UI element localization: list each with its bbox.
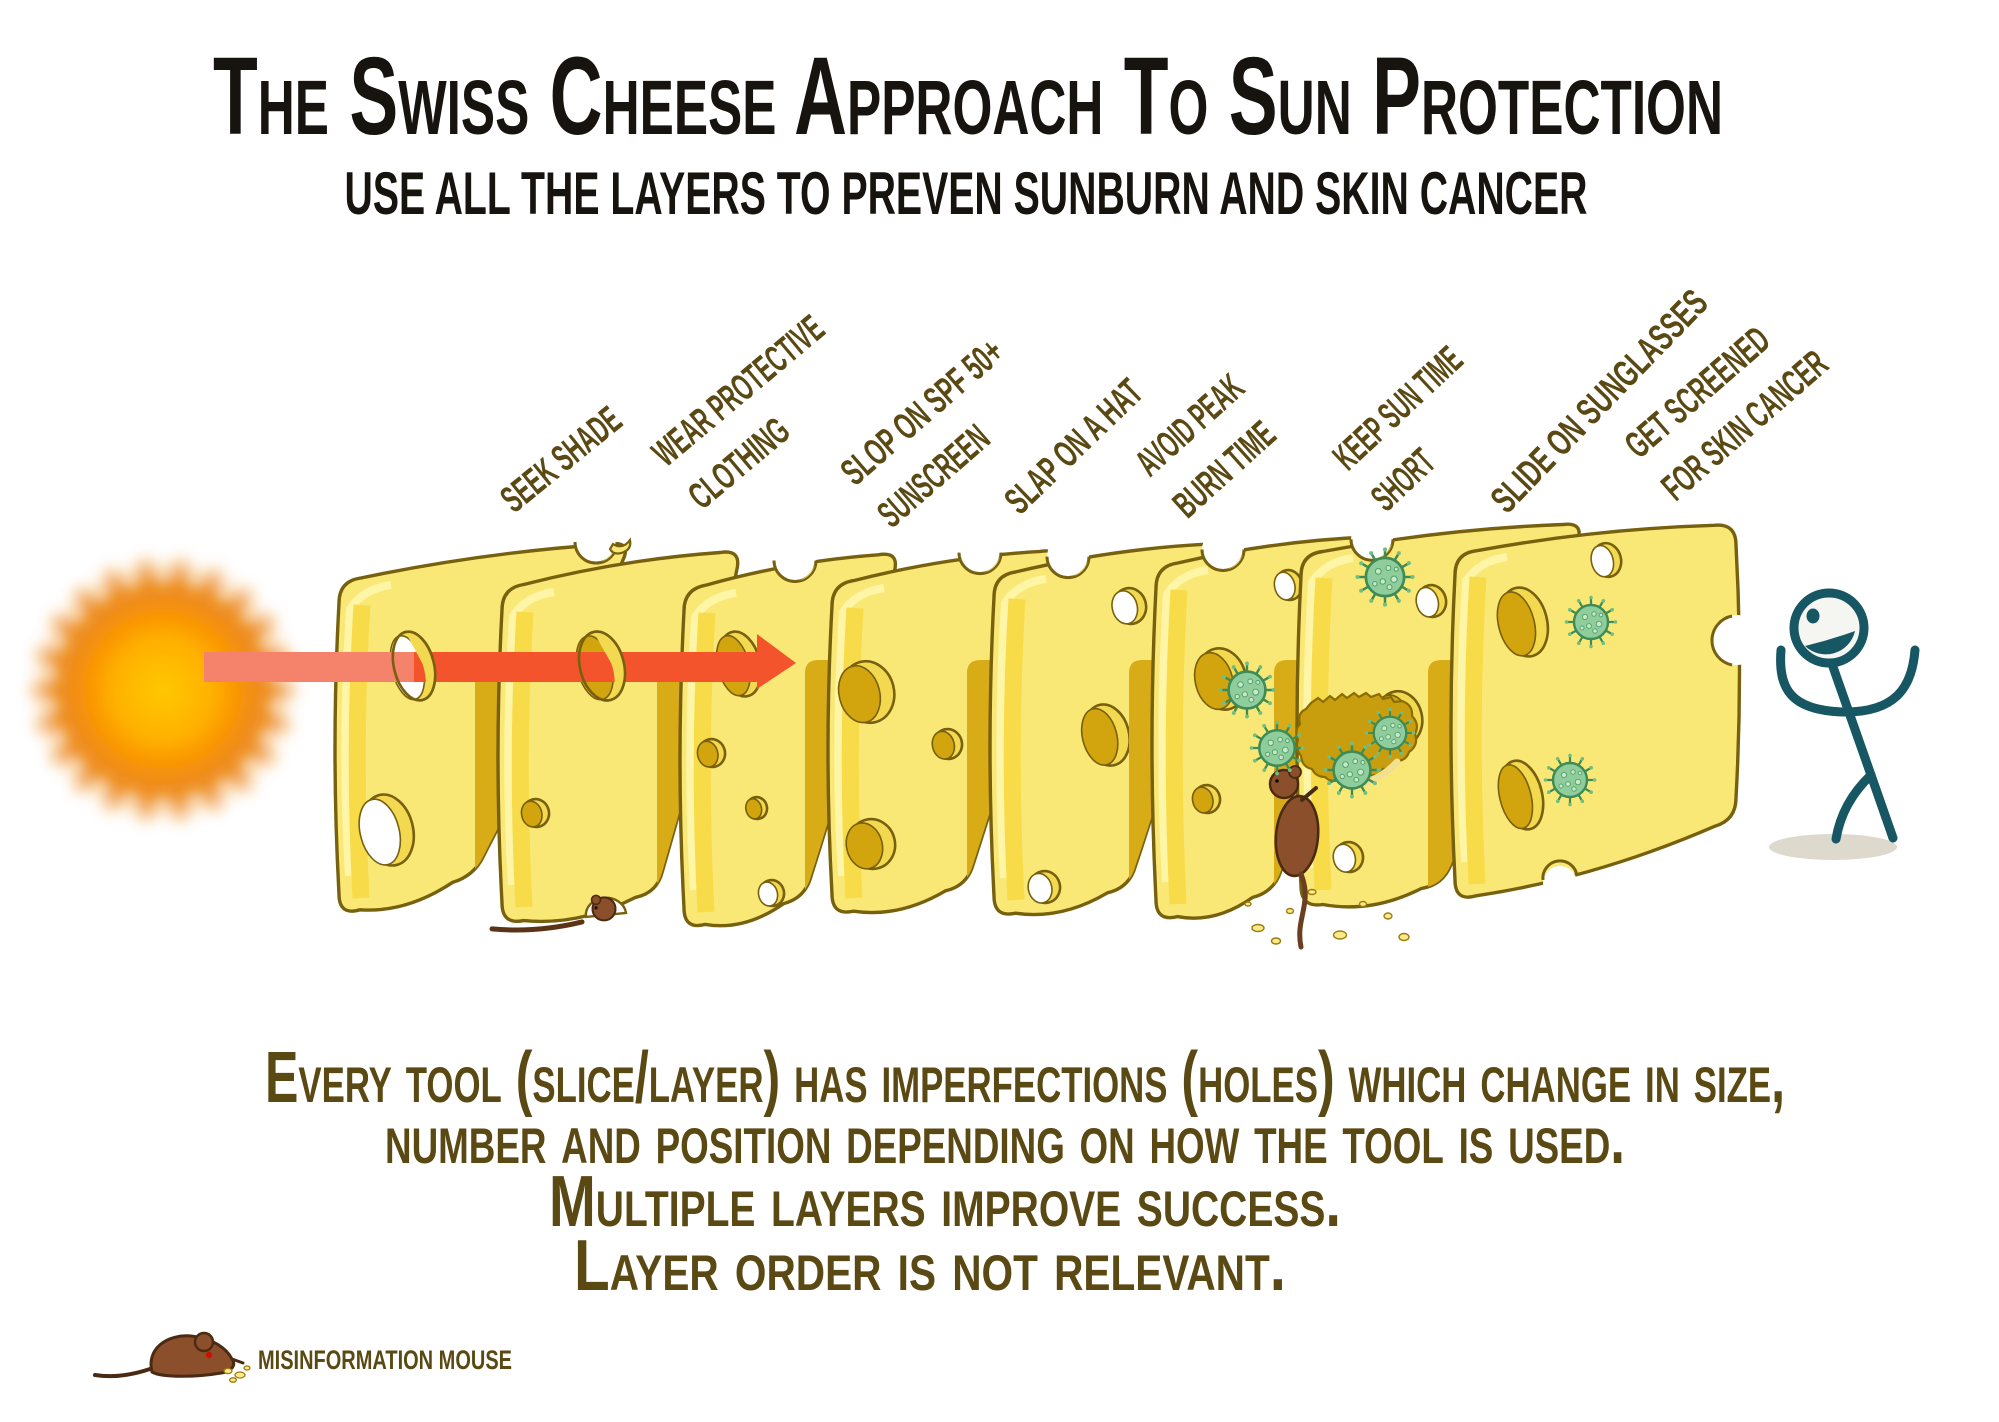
svg-text:SEEK SHADE: SEEK SHADE <box>493 399 630 521</box>
svg-text:MISINFORMATION MOUSE: MISINFORMATION MOUSE <box>258 1345 512 1375</box>
svg-text:The Swiss Cheese Approach To S: The Swiss Cheese Approach To Sun Protect… <box>213 35 1723 158</box>
svg-text:Every tool (slice/layer) has i: Every tool (slice/layer) has imperfectio… <box>265 1038 1785 1118</box>
svg-text:SLAP ON A HAT: SLAP ON A HAT <box>997 371 1151 522</box>
svg-text:Multiple layers improve succes: Multiple layers improve success. <box>549 1162 1341 1242</box>
svg-text:Layer order is not relevant.: Layer order is not relevant. <box>574 1226 1286 1306</box>
svg-text:number and position depending: number and position depending on how the… <box>385 1099 1625 1179</box>
svg-text:USE ALL THE LAYERS TO PREVEN S: USE ALL THE LAYERS TO PREVEN SUNBURN AND… <box>345 160 1588 227</box>
